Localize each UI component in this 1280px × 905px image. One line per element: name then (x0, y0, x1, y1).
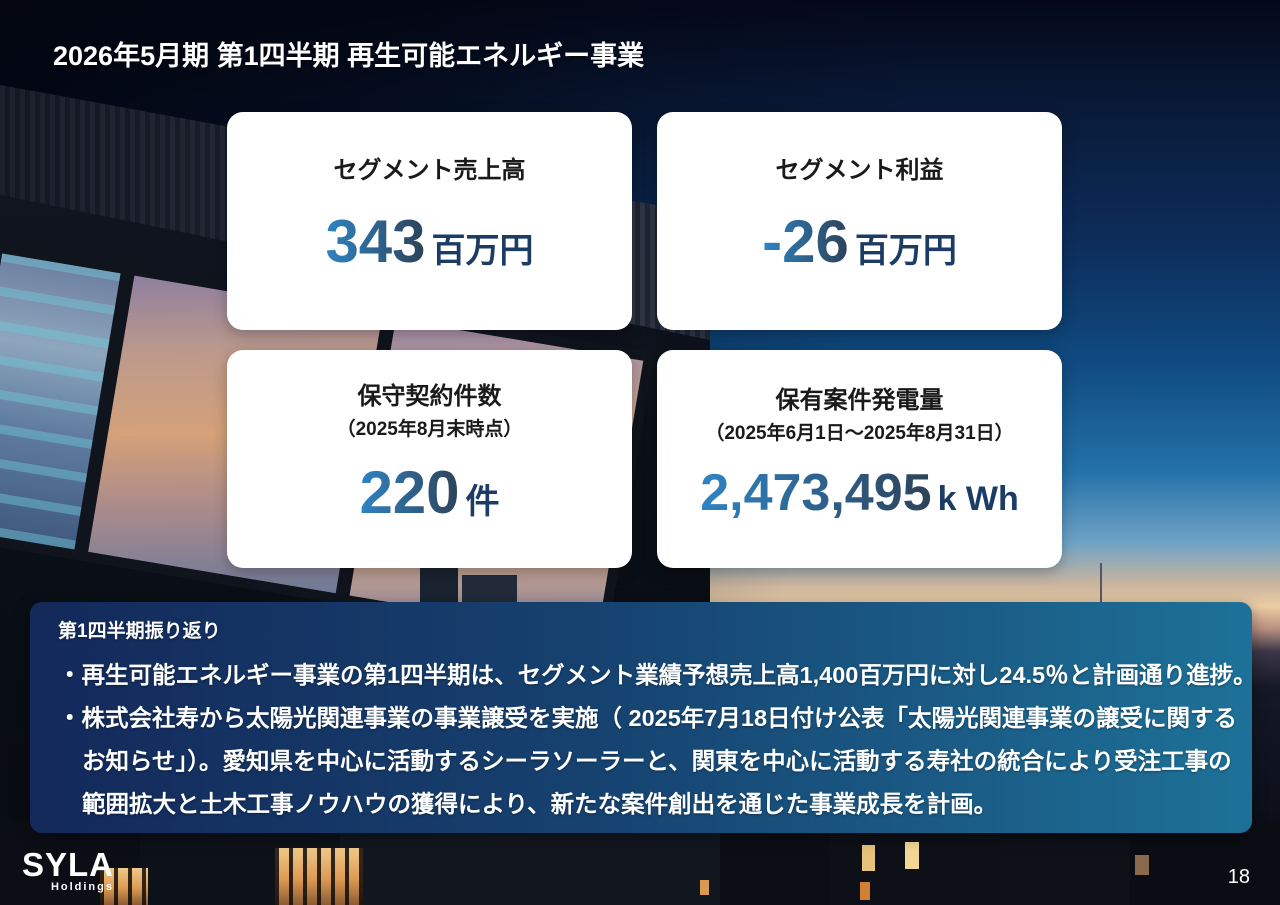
card-unit: 百万円 (854, 232, 957, 270)
card-note: （2025年6月1日〜2025年8月31日） (705, 422, 1014, 444)
card-unit: 百万円 (431, 232, 534, 270)
panel-body: ・再生可能エネルギー事業の第1四半期は、セグメント業績予想売上高1,400百万円… (58, 654, 1257, 826)
review-bullet-line: ・再生可能エネルギー事業の第1四半期は、セグメント業績予想売上高1,400百万円… (58, 662, 1257, 688)
page-number: 18 (1227, 866, 1250, 888)
card-unit: 件 (465, 482, 500, 521)
kpi-card-grid: セグメント売上高 343 百万円 セグメント利益 -26 百万円 保守契約件数 … (227, 112, 1062, 568)
card-label: セグメント売上高 (333, 157, 526, 184)
card-value: -26 (762, 208, 849, 275)
logo-subtext: Holdings (50, 881, 114, 893)
stat-card-power-generation: 保有案件発電量 （2025年6月1日〜2025年8月31日） 2,473,495… (657, 350, 1062, 568)
city-building (340, 833, 720, 905)
lit-window (275, 848, 363, 905)
antenna-silhouette (1100, 563, 1102, 603)
horizon-building (420, 562, 458, 607)
review-bullet-line: お知らせ」）。愛知県を中心に活動するシーラソーラーと、関東を中心に活動する寿社の… (82, 748, 1232, 774)
stat-card-segment-sales: セグメント売上高 343 百万円 (227, 112, 632, 330)
card-value: 220 (359, 458, 460, 526)
stat-card-maintenance-contracts: 保守契約件数 （2025年8月末時点） 220 件 (227, 350, 632, 568)
city-skyline (0, 820, 1280, 905)
lit-window (905, 842, 919, 869)
review-bullet-line: 範囲拡大と土木工事ノウハウの獲得により、新たな案件創出を通じた事業成長を計画。 (82, 791, 998, 817)
logo-wordmark: SYLA (22, 846, 115, 883)
lit-window (862, 845, 875, 871)
city-building (1000, 839, 1130, 905)
card-label: セグメント利益 (775, 157, 944, 184)
page-title: 2026年5月期 第1四半期 再生可能エネルギー事業 (53, 41, 645, 71)
card-value-row: -26 百万円 (762, 212, 957, 272)
panel-heading: 第1四半期振り返り (58, 621, 221, 642)
card-value-row: 2,473,495 k Wh (700, 467, 1019, 519)
card-value: 343 (325, 208, 426, 275)
card-value: 2,473,495 (700, 463, 932, 522)
card-value-row: 220 件 (359, 458, 500, 526)
horizon-building (462, 575, 517, 607)
stat-card-segment-profit: セグメント利益 -26 百万円 (657, 112, 1062, 330)
card-value-row: 343 百万円 (325, 212, 533, 272)
card-label: 保守契約件数 (357, 382, 502, 410)
lit-window (100, 868, 148, 905)
lit-window (860, 882, 870, 900)
review-bullet-line: ・株式会社寿から太陽光関連事業の事業譲受を実施（ 2025年7月18日付け公表「… (58, 705, 1238, 731)
card-note: （2025年8月末時点） (336, 418, 523, 440)
lit-window (700, 880, 709, 895)
city-building (1130, 823, 1280, 905)
quarter-review-panel: 第1四半期振り返り ・再生可能エネルギー事業の第1四半期は、セグメント業績予想売… (30, 602, 1257, 833)
card-unit: k Wh (937, 479, 1019, 518)
card-label: 保有案件発電量 (775, 386, 944, 414)
syla-holdings-logo: SYLA Holdings (22, 848, 114, 893)
lit-window (1135, 855, 1149, 875)
